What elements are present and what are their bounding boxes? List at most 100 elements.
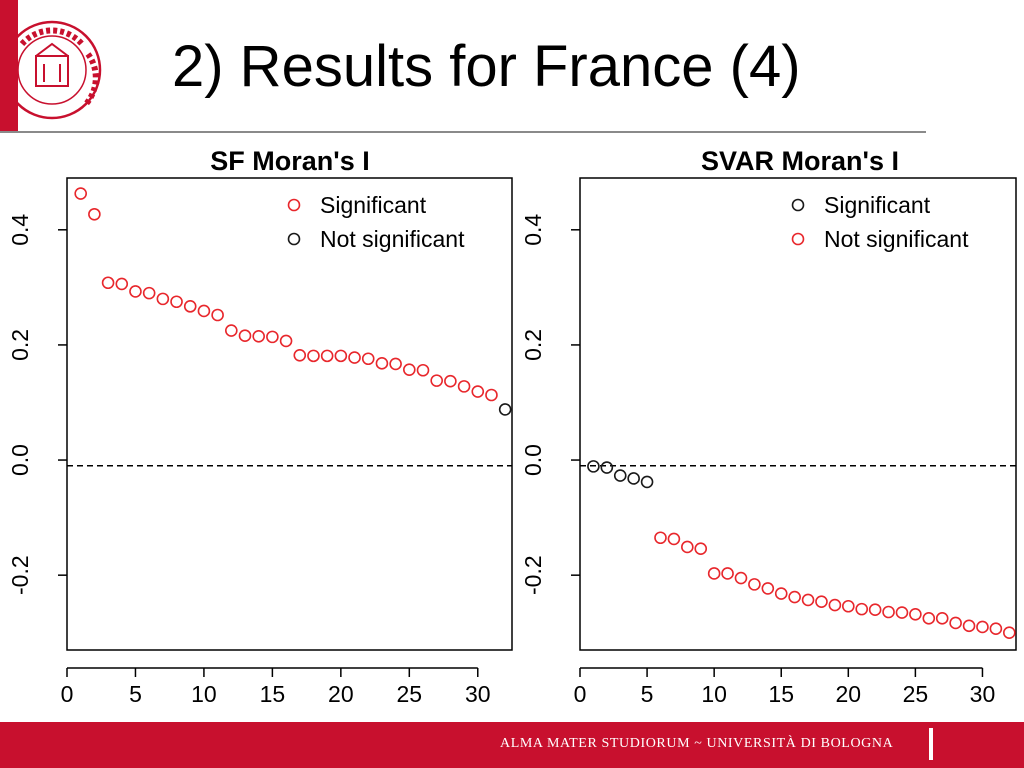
legend-label: Significant <box>824 192 931 218</box>
legend-marker <box>791 198 805 212</box>
y-tick-label: -0.2 <box>7 555 33 595</box>
data-point <box>962 619 976 633</box>
data-point <box>734 571 748 585</box>
data-point <box>293 348 307 362</box>
data-point <box>348 351 361 364</box>
data-point <box>183 300 197 313</box>
x-tick-label: 15 <box>260 681 286 707</box>
data-point <box>142 286 156 300</box>
data-point <box>416 363 430 377</box>
x-tick-label: 30 <box>465 681 491 707</box>
data-point <box>976 620 989 634</box>
x-tick-label: 5 <box>641 681 654 707</box>
footer-divider <box>929 728 933 760</box>
data-point <box>88 207 101 221</box>
legend-marker <box>287 198 301 212</box>
x-tick-label: 0 <box>61 681 74 707</box>
data-point <box>895 606 909 619</box>
data-point <box>389 357 402 371</box>
slide-title: 2) Results for France (4) <box>172 34 801 99</box>
data-point <box>334 349 348 363</box>
data-point <box>667 532 681 546</box>
data-point <box>279 334 293 348</box>
data-point <box>788 590 801 604</box>
chart-panel-2: SVAR Moran's I -0.2 0.0 0.2 0.4 0 5 10 15 20 25 30 S… <box>520 146 1017 707</box>
data-point <box>909 608 922 621</box>
data-point <box>170 295 183 309</box>
x-tick-label: 20 <box>328 681 354 707</box>
data-point <box>815 595 828 608</box>
data-point <box>694 542 708 555</box>
moran-scatter-charts: SF Moran's I -0.2 0.0 0.2 0.4 0 5 10 15 20 25 30 Sig… <box>7 146 1017 707</box>
footer-university-name: ALMA MATER STUDIORUM ~ UNIVERSITÀ DI BOL… <box>500 736 894 751</box>
legend-marker <box>791 232 805 246</box>
legend-marker <box>287 232 301 246</box>
x-tick-label: 15 <box>768 681 794 707</box>
data-point <box>707 567 721 580</box>
data-point <box>774 587 788 600</box>
x-tick-label: 5 <box>129 681 142 707</box>
data-point <box>842 599 855 613</box>
data-point <box>211 308 224 322</box>
data-point <box>498 403 512 416</box>
data-point <box>761 582 775 595</box>
data-point <box>587 460 600 473</box>
chart-panel-1: SF Moran's I -0.2 0.0 0.2 0.4 0 5 10 15 20 25 30 Sig… <box>7 146 513 707</box>
data-point <box>989 622 1003 636</box>
data-point <box>225 324 238 337</box>
x-tick-label: 0 <box>574 681 587 707</box>
data-point <box>361 352 375 366</box>
x-tick-label: 10 <box>191 681 217 707</box>
data-point <box>307 349 320 363</box>
data-point <box>828 598 842 612</box>
data-point <box>129 285 142 298</box>
data-point <box>485 388 498 402</box>
y-tick-label: -0.2 <box>520 555 546 595</box>
data-point <box>266 330 279 344</box>
data-point <box>252 329 265 343</box>
data-point <box>457 380 471 393</box>
legend-label: Not significant <box>824 226 969 252</box>
legend-label: Not significant <box>320 226 465 252</box>
data-point <box>654 531 667 545</box>
data-point <box>868 603 882 617</box>
data-point <box>101 276 115 290</box>
data-point <box>640 475 654 489</box>
legend-label: Significant <box>320 192 427 218</box>
y-tick-label: 0.0 <box>520 444 546 476</box>
data-point <box>613 469 627 482</box>
data-point <box>801 593 815 607</box>
chart-title: SVAR Moran's I <box>701 146 899 176</box>
data-point <box>320 349 334 363</box>
data-point <box>238 329 252 343</box>
data-point <box>882 605 895 619</box>
data-point <box>600 461 614 474</box>
x-tick-label: 30 <box>970 681 996 707</box>
data-point <box>922 612 936 625</box>
data-point <box>444 374 457 388</box>
data-point <box>115 277 129 291</box>
data-point <box>949 616 962 630</box>
x-tick-label: 25 <box>397 681 423 707</box>
data-point <box>721 567 734 580</box>
title-divider <box>0 131 926 133</box>
data-point <box>197 304 211 318</box>
y-tick-label: 0.0 <box>7 444 33 476</box>
data-point <box>681 540 694 554</box>
plot-frame <box>579 177 1017 651</box>
data-point <box>403 363 416 376</box>
x-tick-label: 25 <box>903 681 929 707</box>
data-point <box>471 385 485 398</box>
data-point <box>935 612 949 625</box>
chart-title: SF Moran's I <box>210 146 369 176</box>
y-tick-label: 0.2 <box>7 329 33 361</box>
data-point <box>1002 626 1016 640</box>
y-tick-label: 0.4 <box>520 214 546 246</box>
y-tick-label: 0.2 <box>520 329 546 361</box>
data-point <box>627 472 640 485</box>
footer-bar: ALMA MATER STUDIORUM ~ UNIVERSITÀ DI BOL… <box>0 722 1024 768</box>
plot-frame <box>66 177 513 651</box>
data-point <box>855 602 869 616</box>
data-point <box>430 374 443 387</box>
data-point <box>156 292 170 306</box>
